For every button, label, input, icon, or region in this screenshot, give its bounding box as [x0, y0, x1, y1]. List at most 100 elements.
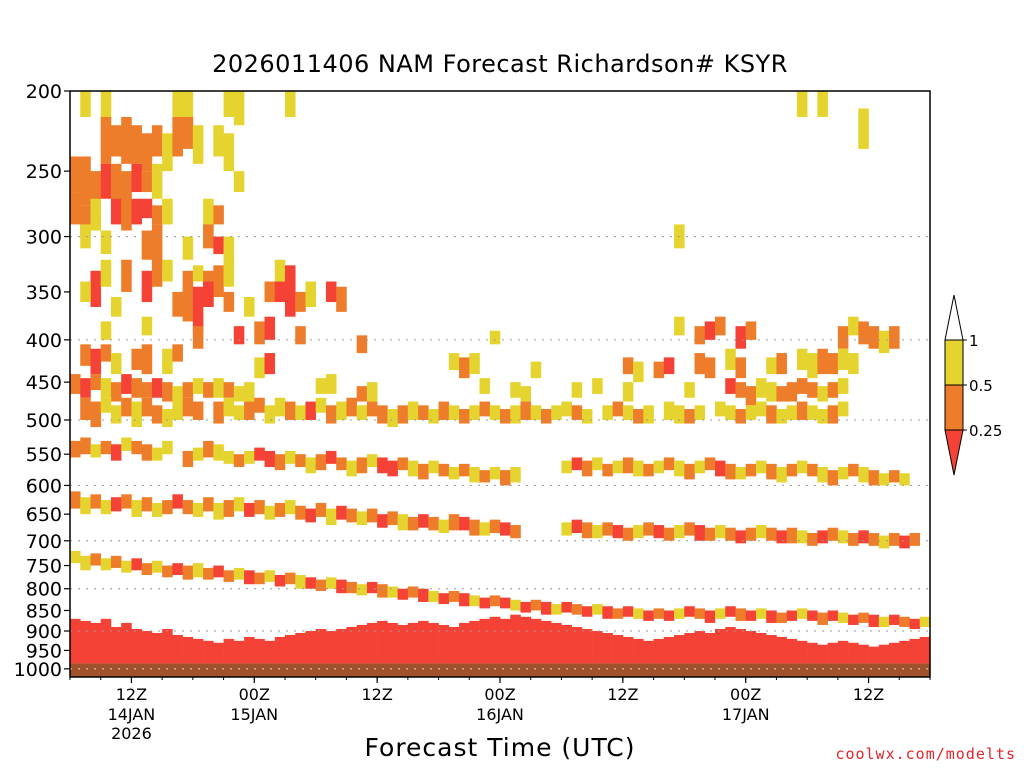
- heatmap-cell: [295, 326, 306, 345]
- legend-swatch: [944, 384, 964, 431]
- heatmap-cell: [141, 397, 153, 417]
- heatmap-cell: [203, 497, 214, 512]
- heatmap-cell: [213, 205, 224, 225]
- heatmap-cell: [244, 401, 255, 420]
- heatmap-cell: [274, 502, 286, 517]
- low-ri-cell: [336, 629, 347, 664]
- heatmap-cell: [254, 572, 265, 585]
- x-tick-date: 15JAN: [230, 705, 278, 724]
- heatmap-cell: [899, 473, 910, 486]
- heatmap-cell: [848, 614, 859, 625]
- heatmap-cell: [766, 405, 777, 424]
- heatmap-cell: [643, 405, 654, 424]
- heatmap-cell: [80, 344, 91, 366]
- x-tick-label: 12Z: [853, 685, 884, 704]
- heatmap-cell: [469, 467, 480, 483]
- heatmap-cell: [919, 616, 931, 627]
- low-ri-cell: [90, 622, 102, 664]
- heatmap-cell: [223, 397, 235, 417]
- low-ri-cell: [162, 629, 173, 664]
- heatmap-cell: [448, 405, 460, 420]
- heatmap-cell: [141, 316, 153, 336]
- heatmap-cell: [203, 440, 214, 458]
- heatmap-cell: [479, 378, 491, 394]
- heatmap-cell: [305, 577, 317, 589]
- heatmap-cell: [70, 156, 81, 193]
- heatmap-cell: [694, 326, 706, 345]
- heatmap-cell: [674, 405, 685, 424]
- heatmap-cell: [684, 382, 695, 398]
- heatmap-cell: [70, 374, 81, 394]
- heatmap-cell: [889, 533, 900, 546]
- heatmap-cell: [817, 91, 828, 117]
- heatmap-cell: [110, 198, 122, 225]
- low-ri-cell: [612, 634, 624, 664]
- low-ri-cell: [428, 622, 439, 664]
- heatmap-cell: [213, 401, 224, 424]
- heatmap-cell: [356, 405, 368, 420]
- y-tick-label: 800: [26, 579, 62, 601]
- heatmap-cell: [694, 353, 706, 375]
- heatmap-cell: [551, 405, 562, 420]
- heatmap-cell: [674, 316, 685, 336]
- heatmap-cell: [192, 502, 204, 517]
- heatmap-cell: [438, 401, 450, 420]
- heatmap-cell: [684, 606, 695, 617]
- heatmap-cell: [551, 604, 562, 615]
- low-ri-cell: [868, 646, 880, 664]
- heatmap-cell: [694, 608, 706, 619]
- heatmap-cell: [141, 344, 153, 375]
- heatmap-cell: [100, 163, 112, 199]
- heatmap-cell: [704, 357, 716, 379]
- low-ri-cell: [121, 622, 132, 664]
- heatmap-cell: [100, 500, 112, 515]
- heatmap-cell: [141, 171, 153, 193]
- heatmap-cell: [889, 326, 900, 349]
- heatmap-cell: [80, 497, 91, 515]
- heatmap-cell: [909, 618, 921, 630]
- heatmap-cell: [141, 133, 153, 172]
- heatmap-cell: [878, 535, 890, 549]
- heatmap-cell: [305, 457, 317, 474]
- heatmap-cell: [715, 401, 726, 417]
- heatmap-cell: [622, 357, 634, 375]
- heatmap-cell: [807, 405, 818, 420]
- heatmap-cell: [80, 397, 91, 420]
- heatmap-cell: [817, 612, 828, 625]
- heatmap-cell: [141, 444, 153, 461]
- heatmap-cell: [356, 511, 368, 526]
- heatmap-cell: [110, 163, 122, 206]
- heatmap-cell: [755, 525, 767, 539]
- heatmap-cell: [489, 405, 501, 420]
- heatmap-cell: [418, 405, 429, 420]
- heatmap-cell: [182, 236, 194, 260]
- heatmap-cell: [295, 454, 306, 468]
- credit-link[interactable]: coolwx.com/modelts: [835, 745, 1016, 763]
- x-tick-label: 12Z: [116, 685, 147, 704]
- heatmap-cell: [438, 463, 450, 477]
- heatmap-cell: [295, 291, 306, 312]
- heatmap-cell: [377, 405, 388, 424]
- heatmap-cell: [581, 522, 593, 539]
- heatmap-cell: [561, 601, 572, 613]
- heatmap-cell: [827, 527, 839, 541]
- heatmap-cell: [80, 156, 91, 206]
- heatmap-cell: [162, 259, 173, 282]
- heatmap-cell: [489, 519, 501, 533]
- heatmap-cell: [182, 397, 194, 417]
- heatmap-cell: [141, 198, 153, 219]
- heatmap-cell: [786, 610, 798, 621]
- heatmap-cell: [899, 616, 910, 627]
- heatmap-cell: [622, 527, 634, 541]
- heatmap-cell: [356, 584, 368, 596]
- heatmap-cell: [336, 401, 347, 420]
- heatmap-cell: [663, 457, 675, 471]
- heatmap-cell: [418, 514, 429, 528]
- heatmap-cell: [581, 460, 593, 477]
- heatmap-cell: [90, 198, 102, 231]
- heatmap-cell: [868, 614, 880, 627]
- heatmap-cell: [264, 281, 276, 303]
- heatmap-cell: [459, 409, 470, 424]
- heatmap-cell: [755, 378, 767, 398]
